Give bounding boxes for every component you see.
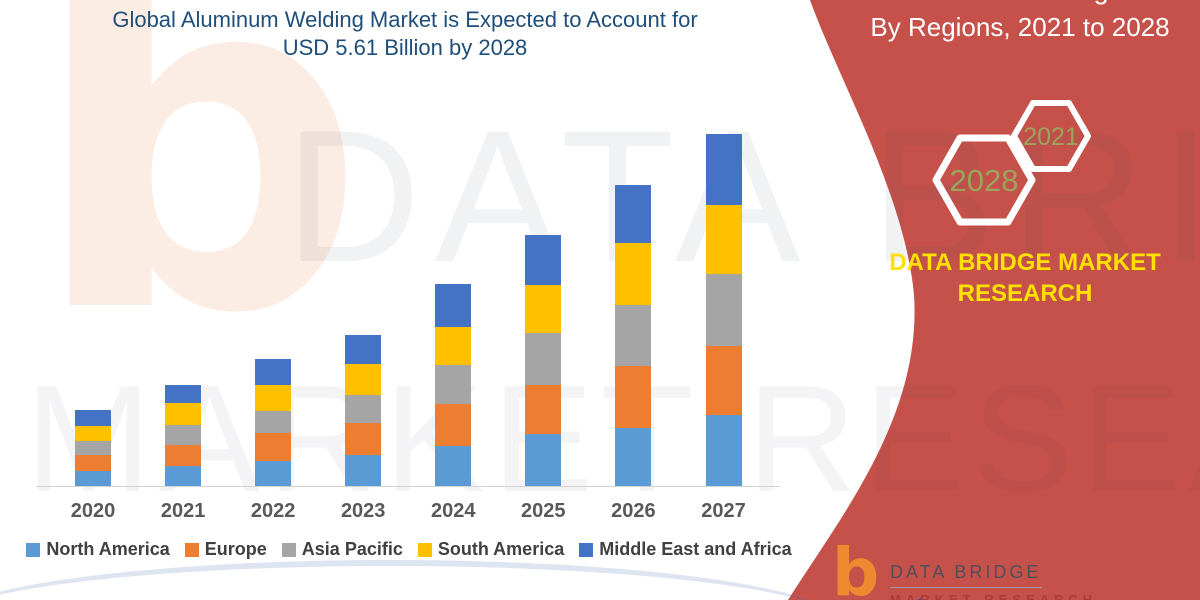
bar-segment-2022-north-america	[255, 461, 292, 486]
x-axis-label-2022: 2022	[250, 500, 296, 522]
bar-segment-2027-asia-pacific	[705, 274, 742, 346]
hexagon-2021-label: 2021	[1023, 123, 1079, 151]
bar-segment-2021-middle-east-and-africa	[165, 385, 202, 403]
bar-segment-2024-asia-pacific	[435, 365, 472, 404]
bar-segment-2023-asia-pacific	[345, 395, 382, 423]
bar-segment-2023-north-america	[345, 455, 382, 486]
x-axis-label-2020: 2020	[70, 500, 116, 522]
footer-brand-underline	[890, 587, 1042, 588]
bar-segment-2022-asia-pacific	[255, 411, 292, 433]
hexagon-2021-outline	[1011, 100, 1091, 172]
legend-item-north-america: North America	[26, 539, 170, 560]
red-panel-path	[788, 0, 1200, 600]
panel-brand-line2: RESEARCH	[957, 280, 1093, 307]
bar-segment-2023-south-america	[345, 364, 382, 395]
bar-segment-2025-asia-pacific	[525, 333, 562, 385]
panel-brand-text: DATA BRIDGE MARKET RESEARCH	[880, 247, 1170, 309]
bar-segment-2022-europe	[255, 433, 292, 461]
legend-swatch-icon	[281, 542, 296, 557]
legend-label: Middle East and Africa	[599, 539, 792, 559]
legend-item-south-america: South America	[417, 539, 565, 560]
hexagon-2028-outline	[932, 134, 1036, 226]
hexagon-badges: 2028 2021	[932, 100, 1091, 226]
legend-swatch-icon	[417, 542, 432, 557]
legend-label: Europe	[204, 539, 267, 559]
footer-sub-text: MARKET RESEARCH	[890, 592, 1098, 600]
legend-swatch-icon	[26, 542, 41, 557]
bar-segment-2027-middle-east-and-africa	[705, 134, 742, 205]
bar-segment-2025-europe	[525, 385, 562, 434]
bar-segment-2023-europe	[345, 423, 382, 455]
bar-segment-2027-south-america	[705, 205, 742, 274]
bar-segment-2022-south-america	[255, 385, 292, 411]
bar-segment-2026-asia-pacific	[615, 305, 652, 366]
x-axis-label-2024: 2024	[431, 500, 476, 522]
page-title: Global Aluminum Welding Market is Expect…	[55, 6, 755, 62]
footer-logo: b DATA BRIDGE MARKET RESEARCH	[826, 540, 1162, 600]
bar-segment-2026-north-america	[615, 428, 652, 486]
bar-segment-2024-europe	[435, 404, 472, 446]
bar-segment-2020-asia-pacific	[75, 441, 111, 455]
bar-segment-2027-europe	[705, 346, 742, 415]
legend-item-asia-pacific: Asia Pacific	[281, 539, 403, 560]
panel-subtitle: By Regions, 2021 to 2028	[870, 12, 1170, 42]
bar-segment-2024-middle-east-and-africa	[435, 284, 472, 327]
legend-swatch-icon	[579, 542, 594, 557]
x-axis-label-2026: 2026	[611, 500, 656, 522]
bar-segment-2026-middle-east-and-africa	[615, 185, 652, 243]
bar-segment-2021-north-america	[165, 466, 202, 486]
bar-segment-2020-north-america	[75, 471, 111, 486]
bar-segment-2020-south-america	[75, 426, 111, 441]
legend-label: South America	[437, 539, 565, 559]
x-axis-label-2027: 2027	[701, 500, 746, 522]
bar-segment-2026-europe	[615, 366, 652, 428]
bar-segment-2026-south-america	[615, 243, 652, 305]
panel-brand-line1: DATA BRIDGE MARKET	[889, 249, 1161, 276]
hexagon-2028-label: 2028	[950, 163, 1019, 198]
bar-segment-2021-europe	[165, 445, 202, 466]
legend-label: North America	[46, 539, 170, 559]
bar-segment-2025-north-america	[525, 434, 562, 486]
x-axis-line	[36, 486, 780, 487]
footer-b-icon: b	[832, 534, 880, 600]
page-title-line1: Global Aluminum Welding Market is Expect…	[112, 7, 698, 32]
bar-segment-2023-middle-east-and-africa	[345, 335, 382, 364]
chart-legend: North America Europe Asia Pacific South Ame…	[26, 539, 792, 560]
bar-segment-2027-north-america	[705, 415, 742, 486]
bar-segment-2020-middle-east-and-africa	[75, 410, 111, 426]
page-title-line2: USD 5.61 Billion by 2028	[282, 35, 528, 60]
legend-item-europe: Europe	[184, 539, 267, 560]
x-axis-label-2025: 2025	[521, 500, 566, 522]
x-axis-label-2023: 2023	[340, 500, 386, 522]
bar-segment-2025-south-america	[525, 285, 562, 333]
legend-label: Asia Pacific	[301, 539, 403, 559]
legend-item-middle-east-and-africa: Middle East and Africa	[579, 539, 792, 560]
bar-segment-2020-europe	[75, 455, 111, 471]
bar-segment-2021-south-america	[165, 403, 202, 425]
footer-brand-text: DATA BRIDGE	[890, 562, 1042, 582]
x-axis-label-2021: 2021	[160, 500, 206, 522]
panel-clipped-title-line: Global Aluminum Welding Market,	[800, 0, 1200, 6]
bar-segment-2025-middle-east-and-africa	[525, 235, 562, 285]
bar-segment-2024-north-america	[435, 446, 472, 486]
bar-segment-2022-middle-east-and-africa	[255, 359, 292, 385]
bar-segment-2024-south-america	[435, 327, 472, 365]
legend-swatch-icon	[184, 542, 199, 557]
bar-segment-2021-asia-pacific	[165, 425, 202, 445]
